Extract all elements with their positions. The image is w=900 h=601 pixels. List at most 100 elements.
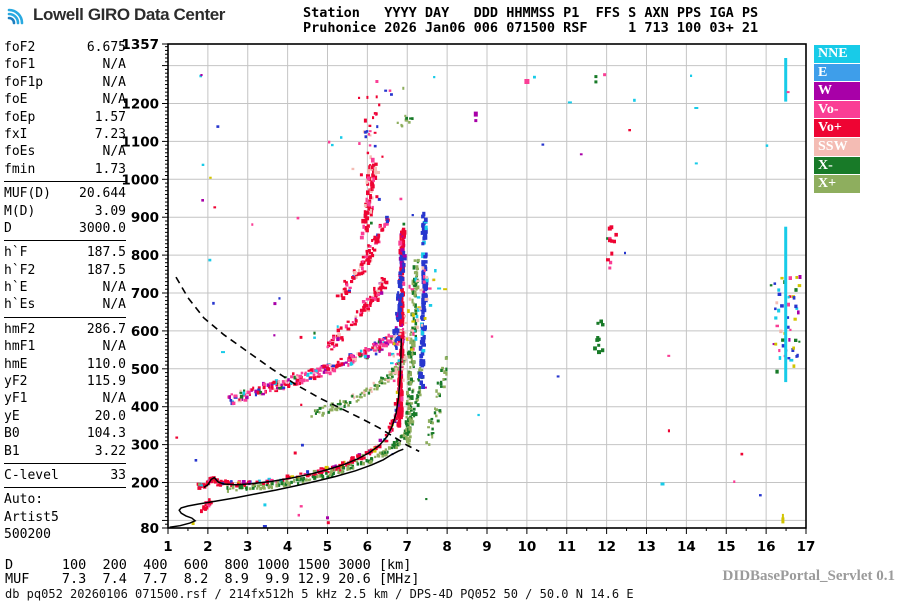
svg-text:15: 15 (717, 539, 736, 555)
true-height-profile-curve (169, 448, 404, 528)
o-trace-fit-curve (203, 338, 403, 489)
ionogram-header: Station YYYY DAY DDD HHMMSS P1 FFS S AXN… (303, 6, 758, 35)
parameter-row: C-level 33 (4, 467, 126, 484)
autoscaler-info: 500200 (4, 527, 51, 543)
parameter-label: foF1 (4, 57, 36, 73)
autoscaler-info: Auto: (4, 492, 44, 508)
svg-text:12: 12 (597, 539, 616, 555)
svg-text:8: 8 (442, 539, 451, 555)
muf-values-row: MUF 7.3 7.4 7.7 8.2 8.9 9.9 12.9 20.6 [M… (5, 571, 420, 587)
legend-item-w: W (814, 82, 860, 100)
parameter-label: fmin (4, 161, 36, 177)
parameter-row: foF2 6.675 (4, 39, 126, 56)
panel-divider (4, 462, 126, 464)
svg-text:1000: 1000 (121, 172, 159, 188)
svg-text:2: 2 (203, 539, 212, 555)
parameter-value: 7.23 (94, 126, 126, 142)
parameter-value: N/A (102, 339, 126, 355)
svg-text:3: 3 (243, 539, 252, 555)
parameter-label: foEp (4, 109, 36, 125)
parameter-value: 20.644 (79, 186, 126, 202)
svg-text:1100: 1100 (121, 134, 159, 150)
parameter-value: N/A (102, 297, 126, 313)
svg-text:1357: 1357 (121, 37, 159, 53)
svg-text:1: 1 (163, 539, 172, 555)
legend-item-nne: NNE (814, 45, 860, 63)
parameter-label: yF2 (4, 374, 28, 390)
grid (168, 44, 806, 528)
parameter-row: yE 20.0 (4, 408, 126, 425)
panel-divider (4, 316, 126, 318)
muf-transmission-curve (175, 276, 420, 453)
giro-logo-icon (7, 8, 24, 25)
echo-traces (175, 58, 802, 528)
parameter-label: yF1 (4, 391, 28, 407)
parameter-row: D 3000.0 (4, 220, 126, 237)
parameter-row: h`F 187.5 (4, 244, 126, 261)
svg-text:200: 200 (131, 476, 159, 492)
parameter-row: yF2 115.9 (4, 373, 126, 390)
svg-text:600: 600 (131, 324, 159, 340)
legend-item-ssw: SSW (814, 137, 860, 156)
legend-item-e: E (814, 63, 860, 82)
parameter-row: M(D) 3.09 (4, 203, 126, 220)
parameter-row: hmE 110.0 (4, 356, 126, 373)
header-column-titles: Station YYYY DAY DDD HHMMSS P1 FFS S AXN… (303, 5, 759, 21)
legend-item-x: X- (814, 156, 860, 175)
parameter-value: 3.09 (94, 203, 126, 219)
parameter-value: 1.73 (94, 161, 126, 177)
parameter-label: hmE (4, 356, 28, 372)
parameter-label: foF2 (4, 40, 36, 55)
svg-text:4: 4 (283, 539, 292, 555)
svg-text:5: 5 (323, 539, 332, 555)
parameter-label: h`Es (4, 297, 36, 313)
svg-text:13: 13 (637, 539, 656, 555)
svg-text:14: 14 (677, 539, 696, 555)
svg-text:400: 400 (131, 400, 159, 416)
muf-distance-row: D 100 200 400 600 800 1000 1500 3000 [km… (5, 557, 412, 573)
parameter-value: 187.5 (86, 262, 126, 278)
parameter-row: B1 3.22 (4, 443, 126, 460)
axis-labels: 1357120011001000900800700600500400300200… (121, 37, 815, 555)
parameter-label: yE (4, 408, 20, 424)
parameter-row: B0 104.3 (4, 425, 126, 442)
svg-text:7: 7 (403, 539, 412, 555)
svg-text:500: 500 (131, 362, 159, 378)
giro-logo: Lowell GIRO Data Center (6, 4, 225, 26)
svg-text:16: 16 (757, 539, 776, 555)
parameter-row: h`E N/A (4, 279, 126, 296)
parameter-value: N/A (102, 280, 126, 296)
svg-text:300: 300 (131, 438, 159, 454)
parameter-label: B1 (4, 443, 20, 459)
header-record-values: Pruhonice 2026 Jan06 006 071500 RSF 1 71… (303, 19, 759, 36)
autoscaler-info: Artist5 (4, 509, 59, 525)
svg-text:1200: 1200 (121, 96, 159, 112)
parameter-label: foEs (4, 144, 36, 160)
parameter-value: 33 (110, 467, 126, 483)
parameter-row: foEp 1.57 (4, 109, 126, 126)
svg-text:6: 6 (363, 539, 372, 555)
parameter-label: fxI (4, 126, 28, 142)
parameter-row: foF1p N/A (4, 74, 126, 91)
parameter-row: h`F2 187.5 (4, 262, 126, 279)
parameter-value: N/A (102, 92, 126, 108)
svg-text:80: 80 (140, 521, 159, 537)
svg-text:17: 17 (797, 539, 816, 555)
parameter-value: N/A (102, 57, 126, 73)
parameter-value: 20.0 (94, 408, 126, 424)
parameter-label: M(D) (4, 203, 36, 219)
parameter-row: foF1 N/A (4, 56, 126, 73)
legend-item-vo: Vo+ (814, 119, 860, 137)
parameter-value: 110.0 (86, 356, 126, 372)
svg-text:700: 700 (131, 286, 159, 302)
svg-text:10: 10 (517, 539, 536, 555)
parameter-label: foE (4, 92, 28, 108)
servlet-version-label: DIDBasePortal_Servlet 0.1 (722, 568, 895, 584)
parameter-label: B0 (4, 426, 20, 442)
parameter-row: fmin 1.73 (4, 161, 126, 178)
svg-text:11: 11 (557, 539, 576, 555)
parameter-value: 6.675 (86, 40, 126, 55)
logo-title: Lowell GIRO Data Center (33, 5, 226, 24)
parameter-label: C-level (4, 467, 59, 483)
